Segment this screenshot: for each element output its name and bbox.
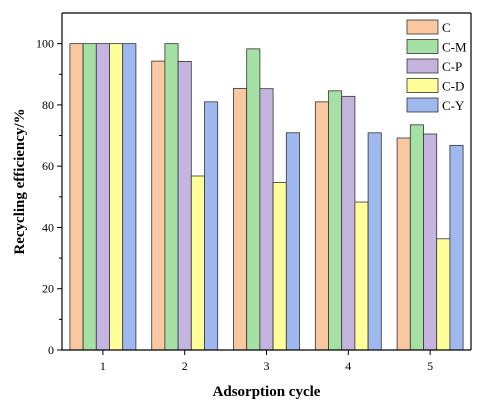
bar-c-m-cycle-3 [246,48,261,351]
legend: C C-M C-P C-D C-Y [406,19,467,113]
bar-c-y-cycle-2 [204,101,219,351]
y-tick-label-40: 40 [42,220,54,234]
x-tick-label-3: 3 [264,359,270,373]
bar-c-m-cycle-4 [328,90,343,351]
bar-c-d-cycle-3 [272,182,287,351]
x-tick-label-4: 4 [345,359,351,373]
bar-c-m-cycle-1 [82,43,97,351]
bar-c-m-cycle-5 [409,124,424,351]
bar-c-cycle-5 [396,137,411,351]
x-tick-label-1: 1 [100,359,106,373]
legend-label-c-m: C-M [442,40,467,55]
legend-swatch-c-p [406,58,439,74]
bar-c-p-cycle-2 [177,61,192,351]
x-axis-title: Adsorption cycle [213,384,321,400]
bar-c-y-cycle-1 [122,43,137,351]
bar-c-cycle-2 [151,60,166,351]
bar-c-d-cycle-2 [190,175,205,351]
bars-group [69,43,464,351]
y-tick-label-80: 80 [42,98,54,112]
y-tick-label-0: 0 [48,343,54,357]
legend-swatch-c-m [406,39,439,54]
bar-c-d-cycle-5 [436,238,451,351]
bar-c-m-cycle-2 [164,43,179,351]
bar-c-cycle-1 [69,43,84,351]
y-tick-label-20: 20 [42,282,54,296]
bar-c-y-cycle-3 [285,132,300,351]
bar-c-d-cycle-4 [354,201,369,351]
x-tick-label-2: 2 [182,359,188,373]
legend-swatch-c-d [406,78,439,93]
y-axis-title: Recycling efficiency/% [12,108,28,254]
bar-c-y-cycle-4 [367,132,382,351]
axes-group: 0 20 40 60 80 100 1 2 3 4 5 [36,12,472,373]
bar-c-d-cycle-1 [109,43,124,351]
legend-label-c-d: C-D [442,79,464,94]
y-tick-label-100: 100 [36,37,54,51]
bar-c-p-cycle-4 [341,95,356,351]
x-tick-label-5: 5 [427,359,433,373]
bar-c-p-cycle-5 [423,133,438,351]
legend-swatch-c [406,19,439,35]
bar-c-cycle-4 [314,101,329,351]
bar-c-p-cycle-1 [95,43,110,351]
legend-label-c: C [442,20,451,35]
bar-c-cycle-3 [233,87,248,351]
legend-label-c-p: C-P [442,59,462,74]
bar-c-y-cycle-5 [449,144,464,351]
y-tick-label-60: 60 [42,159,54,173]
legend-swatch-c-y [406,97,439,113]
legend-label-c-y: C-Y [442,98,465,113]
bar-c-p-cycle-3 [259,88,274,351]
